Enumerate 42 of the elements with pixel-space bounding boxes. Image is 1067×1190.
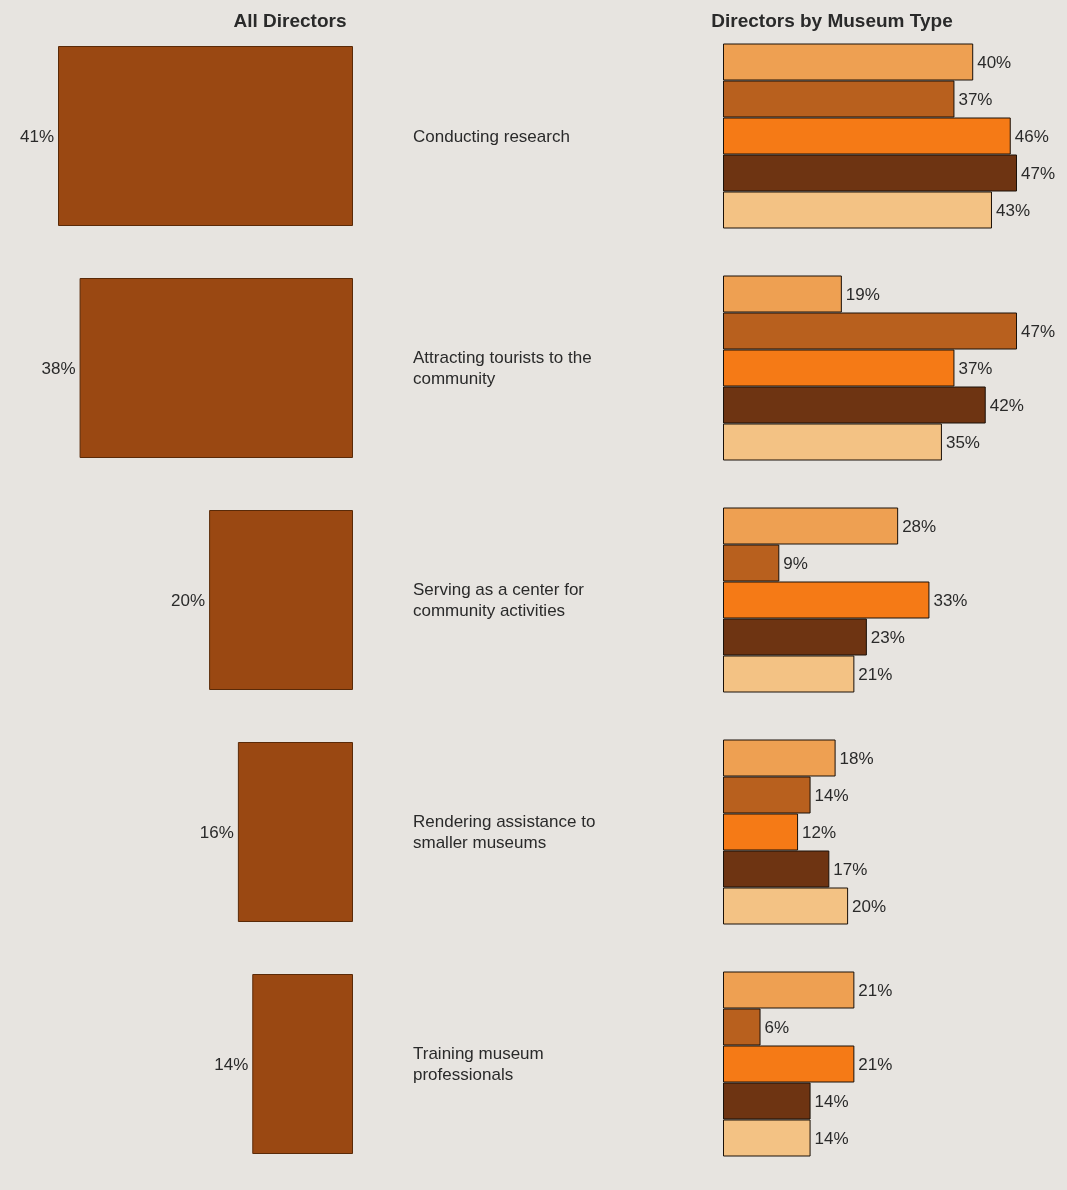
data-label: 12% [802,822,837,842]
data-label: 14% [814,1128,849,1148]
data-label: 42% [989,395,1024,415]
bar [237,742,353,922]
bar [58,46,353,226]
data-label: 21% [858,980,893,1000]
data-label: 23% [870,627,905,647]
data-label: 20% [171,590,206,610]
data-label: 16% [199,822,234,842]
bar [209,510,353,690]
data-label: 6% [764,1017,790,1037]
data-label: 47% [1021,163,1056,183]
y-tick-label: Rendering assistance to smaller museums [413,812,601,852]
data-label: 19% [845,284,880,304]
y-tick-label: Training museum professionals [413,1044,549,1084]
y-tick-label: Conducting research [413,126,570,146]
data-label: 37% [958,89,993,109]
data-label: 46% [1014,126,1049,146]
data-label: 14% [814,1091,849,1111]
data-label: 9% [783,553,808,573]
y-tick-label: Attracting tourists to the community [413,348,597,388]
data-label: 17% [833,859,868,879]
data-label: 47% [1021,321,1056,341]
data-label: 28% [902,516,937,536]
data-label: 21% [858,664,893,684]
data-label: 40% [977,52,1012,72]
data-label: 41% [19,126,54,146]
data-label: 43% [995,200,1031,220]
data-label: 21% [858,1054,893,1074]
bar [252,974,353,1154]
chart-title: Directors by Museum Type [711,10,953,31]
data-label: 14% [814,785,849,805]
data-label: 37% [958,358,993,378]
data-label: 20% [852,896,887,916]
data-label: 38% [41,358,76,378]
chart-title: All Directors [233,10,347,31]
data-label: 33% [933,590,968,610]
data-label: 14% [214,1054,249,1074]
y-tick-label: Serving as a center for community activities [413,580,589,620]
data-label: 35% [945,432,980,452]
bar [79,278,353,458]
data-label: 18% [839,748,874,768]
